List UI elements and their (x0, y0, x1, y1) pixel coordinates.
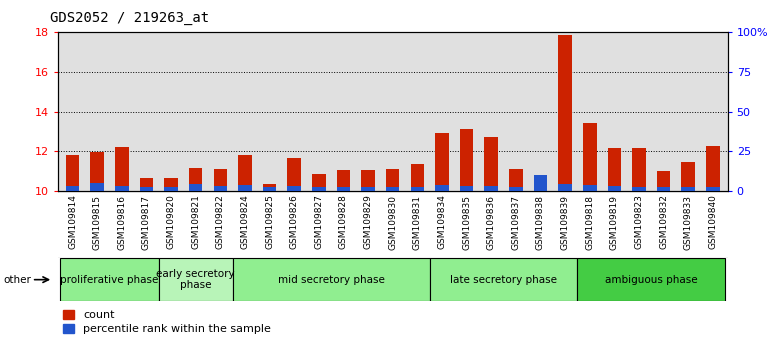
Bar (139, 178, 153, 191)
Bar (681, 187, 695, 191)
Text: GSM109829: GSM109829 (363, 195, 373, 250)
Text: GSM109839: GSM109839 (561, 195, 570, 250)
Bar (90, 183, 104, 191)
Text: ambiguous phase: ambiguous phase (605, 275, 698, 285)
Bar (558, 184, 572, 191)
Bar (460, 130, 474, 191)
Text: GSM109836: GSM109836 (487, 195, 496, 250)
Bar (681, 162, 695, 191)
Text: GSM109821: GSM109821 (191, 195, 200, 250)
Bar (65, 155, 79, 191)
Bar (657, 171, 671, 191)
Bar (115, 186, 129, 191)
Bar (632, 148, 646, 191)
Bar (484, 137, 498, 191)
Text: GSM109832: GSM109832 (659, 195, 668, 250)
Text: GSM109816: GSM109816 (117, 195, 126, 250)
Bar (263, 187, 276, 191)
Bar (65, 185, 79, 191)
Bar (583, 185, 597, 191)
Bar (435, 185, 449, 191)
Bar (460, 185, 474, 191)
Bar (578, 258, 725, 301)
Text: early secretory
phase: early secretory phase (156, 269, 235, 291)
Bar (164, 187, 178, 191)
Bar (361, 170, 375, 191)
Text: GSM109837: GSM109837 (511, 195, 521, 250)
Bar (139, 187, 153, 191)
Text: GSM109835: GSM109835 (462, 195, 471, 250)
Bar (410, 164, 424, 191)
Bar (189, 184, 203, 191)
Bar (336, 187, 350, 191)
Bar (534, 175, 547, 191)
Bar (430, 258, 578, 301)
Text: GSM109814: GSM109814 (68, 195, 77, 250)
Bar (435, 133, 449, 191)
Text: GSM109831: GSM109831 (413, 195, 422, 250)
Bar (706, 187, 720, 191)
Text: GSM109834: GSM109834 (437, 195, 447, 250)
Bar (238, 185, 252, 191)
Bar (233, 258, 430, 301)
Bar (336, 170, 350, 191)
Legend: count, percentile rank within the sample: count, percentile rank within the sample (63, 310, 271, 334)
Bar (484, 186, 498, 191)
Bar (657, 187, 671, 191)
Bar (706, 146, 720, 191)
Text: GSM109830: GSM109830 (388, 195, 397, 250)
Bar (312, 174, 326, 191)
Bar (558, 35, 572, 191)
Bar (410, 187, 424, 191)
Text: GSM109818: GSM109818 (585, 195, 594, 250)
Text: proliferative phase: proliferative phase (60, 275, 159, 285)
Text: GSM109833: GSM109833 (684, 195, 693, 250)
Text: GSM109828: GSM109828 (339, 195, 348, 250)
Bar (386, 169, 400, 191)
Text: GSM109824: GSM109824 (240, 195, 249, 249)
Bar (238, 155, 252, 191)
Text: GSM109822: GSM109822 (216, 195, 225, 249)
Text: GDS2052 / 219263_at: GDS2052 / 219263_at (50, 11, 209, 25)
Bar (115, 147, 129, 191)
Text: GSM109819: GSM109819 (610, 195, 619, 250)
Bar (632, 187, 646, 191)
Bar (189, 168, 203, 191)
Text: other: other (4, 275, 32, 285)
Bar (287, 158, 301, 191)
Bar (608, 186, 621, 191)
Bar (90, 152, 104, 191)
Text: GSM109825: GSM109825 (265, 195, 274, 250)
Bar (159, 258, 233, 301)
Text: GSM109823: GSM109823 (634, 195, 644, 250)
Bar (361, 187, 375, 191)
Bar (386, 187, 400, 191)
Text: mid secretory phase: mid secretory phase (278, 275, 384, 285)
Bar (312, 187, 326, 191)
Bar (534, 179, 547, 191)
Text: late secretory phase: late secretory phase (450, 275, 557, 285)
Bar (213, 186, 227, 191)
Bar (287, 186, 301, 191)
Bar (213, 169, 227, 191)
Bar (164, 178, 178, 191)
Bar (608, 148, 621, 191)
Bar (60, 258, 159, 301)
Text: GSM109820: GSM109820 (166, 195, 176, 250)
Text: GSM109815: GSM109815 (92, 195, 102, 250)
Text: GSM109817: GSM109817 (142, 195, 151, 250)
Bar (583, 124, 597, 191)
Bar (509, 169, 523, 191)
Text: GSM109826: GSM109826 (290, 195, 299, 250)
Bar (509, 187, 523, 191)
Text: GSM109838: GSM109838 (536, 195, 545, 250)
Text: GSM109840: GSM109840 (708, 195, 718, 250)
Text: GSM109827: GSM109827 (314, 195, 323, 250)
Bar (263, 184, 276, 191)
